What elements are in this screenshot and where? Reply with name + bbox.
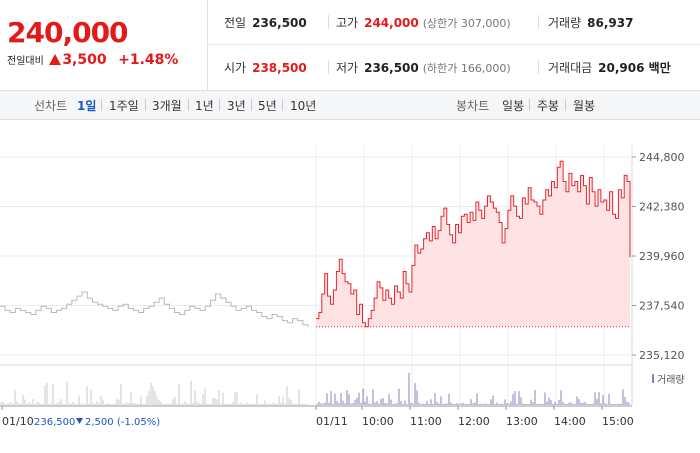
prev-close-value: 236,500: [252, 16, 307, 30]
y-tick-label: 239,960: [639, 250, 685, 263]
low-price: 저가 236,500 (하한가 166,000): [336, 59, 511, 76]
volume-legend-swatch: [652, 374, 654, 383]
open-value: 238,500: [252, 61, 307, 75]
divider: [529, 99, 530, 111]
y-tick-label: 244,800: [639, 151, 685, 164]
period-toolbar: 선차트 1일 1주일 3개월 1년 3년 5년 10년 봉차트 일봉 주봉 월봉: [0, 90, 700, 120]
open-label: 시가: [224, 61, 247, 75]
volume-label: 거래량: [548, 16, 582, 30]
period-1d[interactable]: 1일: [77, 99, 97, 113]
intraday-price-chart: 244,800 242,380 239,960 237,540 235,120 거래량 01…: [0, 145, 685, 428]
volume: 거래량 86,937: [548, 14, 633, 31]
prev-day-change-percent: (-1.05%): [117, 417, 160, 428]
period-1y[interactable]: 1년: [195, 99, 214, 113]
trade-amount: 거래대금 20,906 백만: [548, 59, 671, 76]
change-amount-wrap: 3,500: [49, 52, 107, 68]
x-tick-label: 10:00: [362, 415, 394, 428]
period-3m[interactable]: 3개월: [152, 99, 182, 113]
price-box: 240,000 전일대비 3,500 +1.48%: [0, 0, 208, 90]
x-tick-label: 13:00: [506, 415, 538, 428]
divider: [188, 99, 189, 111]
price-change: 전일대비 3,500 +1.48%: [7, 52, 178, 68]
amount-value: 20,906 백만: [598, 61, 671, 75]
prev-day-price-line: [0, 291, 309, 327]
volume-value: 86,937: [587, 16, 634, 30]
period-3y[interactable]: 3년: [227, 99, 246, 113]
high-value: 244,000: [364, 16, 419, 30]
low-label: 저가: [336, 61, 359, 75]
prev-day-change-label: 전일대비: [7, 56, 44, 67]
amount-label: 거래대금: [548, 61, 593, 75]
open-price: 시가 238,500: [224, 59, 307, 76]
divider: [251, 99, 252, 111]
candle-daily[interactable]: 일봉: [502, 99, 525, 113]
up-triangle-icon: [49, 54, 62, 65]
divider: [538, 60, 539, 74]
quote-info-table: 전일 236,500 고가 244,000 (상한가 307,000) 거래량 86,9…: [207, 0, 700, 90]
divider: [219, 99, 220, 111]
divider: [565, 99, 566, 111]
info-row: 시가 238,500 저가 236,500 (하한가 166,000) 거래대금 20,…: [207, 45, 700, 89]
chart-area: 244,800 242,380 239,960 237,540 235,120 거래량 01…: [0, 120, 700, 450]
down-triangle-icon: [76, 418, 83, 424]
x-tick-label: 01/11: [316, 415, 348, 428]
y-tick-label: 237,540: [639, 300, 685, 313]
candle-monthly[interactable]: 월봉: [573, 99, 596, 113]
low-value: 236,500: [364, 61, 419, 75]
candle-weekly[interactable]: 주봉: [537, 99, 560, 113]
x-tick-label: 12:00: [458, 415, 490, 428]
divider: [145, 99, 146, 111]
period-1w[interactable]: 1주일: [109, 99, 139, 113]
change-amount: 3,500: [62, 52, 107, 68]
divider: [328, 15, 329, 29]
line-chart-label: 선차트: [34, 99, 68, 113]
divider: [101, 99, 102, 111]
period-5y[interactable]: 5년: [258, 99, 277, 113]
candle-chart-label: 봉차트: [456, 99, 490, 113]
high-price: 고가 244,000 (상한가 307,000): [336, 14, 511, 31]
info-row: 전일 236,500 고가 244,000 (상한가 307,000) 거래량 86,9…: [207, 0, 700, 45]
divider: [282, 99, 283, 111]
prev-day-change-value: 2,500: [85, 417, 114, 428]
x-tick-label: 14:00: [554, 415, 586, 428]
today-price-area: [316, 161, 630, 327]
x-tick-label: 15:00: [602, 415, 634, 428]
prev-day-close-value: 236,500: [34, 417, 75, 428]
quote-header: 240,000 전일대비 3,500 +1.48% 전일 236,500 고가 24…: [0, 0, 700, 90]
x-tick-label: 11:00: [410, 415, 442, 428]
y-tick-label: 242,380: [639, 201, 685, 214]
today-price-line: [316, 160, 631, 328]
volume-legend-label: 거래량: [657, 374, 685, 386]
prev-close-label: 전일: [224, 16, 247, 30]
high-label: 고가: [336, 16, 359, 30]
divider: [328, 60, 329, 74]
divider: [538, 15, 539, 29]
y-tick-label: 235,120: [639, 349, 685, 362]
x-tick-label: 01/10: [2, 415, 34, 428]
upper-limit: (상한가 307,000): [422, 17, 511, 30]
current-price: 240,000: [7, 16, 129, 49]
prev-close: 전일 236,500: [224, 14, 307, 31]
period-10y[interactable]: 10년: [290, 99, 317, 113]
lower-limit: (하한가 166,000): [422, 62, 511, 75]
change-percent: +1.48%: [118, 52, 179, 68]
